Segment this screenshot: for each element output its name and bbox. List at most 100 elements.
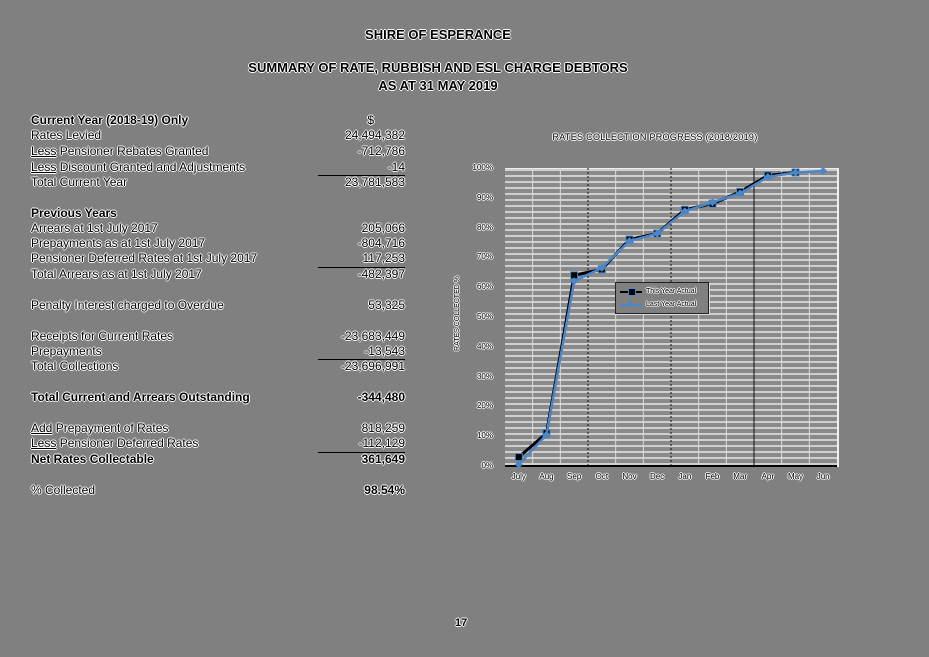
x-tick-label: Feb — [705, 472, 720, 481]
x-tick-label: Dec — [650, 472, 665, 481]
table-row-total: Total Collections -23,696,991 — [31, 359, 405, 374]
x-tick-label: Oct — [595, 472, 609, 481]
row-label: Pensioner Deferred Rates at 1st July 201… — [31, 251, 258, 265]
x-tick-label: Mar — [733, 472, 748, 481]
legend-item-last-year: Last Year Actual — [620, 299, 708, 311]
table-row: Prepayments -13,543 — [31, 344, 405, 359]
table-row: Penalty Interest charged to Overdue 53,3… — [31, 298, 405, 313]
row-label: Discount Granted and Adjustments — [56, 160, 246, 174]
previous-years-heading: Previous Years — [31, 206, 117, 220]
y-tick-label: 10% — [476, 431, 493, 441]
chart-lines — [505, 166, 837, 469]
table-row: Add Prepayment of Rates 818,259 — [31, 421, 405, 436]
row-label: Total Collections — [31, 359, 119, 373]
row-value: -13,543 — [364, 344, 405, 358]
net-rates-row: Net Rates Collectable 361,649 — [31, 452, 405, 467]
row-label: Net Rates Collectable — [31, 452, 154, 466]
report-date: AS AT 31 MAY 2019 — [378, 78, 498, 93]
row-value: 205,066 — [361, 221, 405, 235]
y-tick-label: 50% — [476, 312, 493, 321]
row-prefix: Add — [31, 421, 53, 435]
row-value: -344,480 — [357, 390, 405, 404]
x-tick-label: Jun — [816, 472, 830, 481]
collected-row: % Collected 98.54% — [31, 483, 405, 498]
y-tick-label: 40% — [476, 341, 493, 351]
subtotal-rule — [318, 452, 405, 453]
y-tick-label: 100% — [472, 163, 493, 172]
row-label: Rates Levied — [31, 128, 102, 142]
row-value: -112,129 — [358, 436, 405, 450]
current-year-heading-row: Current Year (2018-19) Only $ — [31, 113, 405, 128]
table-row-total: Total Arrears as at 1st July 2017 -482,3… — [31, 267, 405, 282]
row-value: -804,716 — [357, 236, 405, 250]
row-label: Pensioner Rebates Granted — [56, 144, 209, 158]
row-prefix: Less — [31, 160, 57, 174]
y-tick-label: 30% — [476, 371, 493, 381]
y-tick-label: 60% — [476, 282, 493, 292]
row-label: Total Current Year — [31, 175, 128, 189]
table-row: Pensioner Deferred Rates at 1st July 201… — [31, 251, 405, 266]
row-label: Prepayments — [31, 344, 102, 358]
row-label: Prepayments as at 1st July 2017 — [31, 236, 206, 250]
row-label: Receipts for Current Rates — [31, 329, 174, 343]
row-value: 361,649 — [361, 452, 405, 466]
row-label: Prepayment of Rates — [52, 421, 169, 435]
row-value: -712,786 — [357, 144, 405, 158]
current-year-heading: Current Year (2018-19) Only — [31, 113, 189, 127]
page-number: 17 — [455, 617, 468, 629]
row-value: -14 — [387, 160, 405, 174]
subtotal-rule — [318, 267, 405, 268]
row-value: 53,325 — [368, 298, 405, 312]
row-value: -23,683,449 — [340, 329, 405, 343]
table-row: Less Pensioner Deferred Rates -112,129 — [31, 436, 405, 451]
y-tick-label: 90% — [476, 192, 493, 202]
y-tick-label: 0% — [481, 461, 493, 470]
row-prefix: Less — [31, 436, 57, 450]
row-label: Arrears at 1st July 2017 — [31, 221, 158, 235]
row-value: -482,397 — [357, 267, 405, 281]
x-tick-label: Jan — [678, 472, 692, 481]
table-row: Arrears at 1st July 2017 205,066 — [31, 221, 405, 236]
y-tick-label: 20% — [476, 401, 493, 411]
row-label: Penalty Interest charged to Overdue — [31, 298, 224, 312]
currency-header: $ — [367, 113, 374, 127]
row-value: 818,259 — [361, 421, 405, 435]
report-title: SUMMARY OF RATE, RUBBISH AND ESL CHARGE … — [248, 60, 628, 75]
table-row: Prepayments as at 1st July 2017 -804,716 — [31, 236, 405, 251]
table-row: Rates Levied 24,494,382 — [31, 128, 405, 143]
rates-collection-chart: RATES COLLECTION PROGRESS (2018/2019) RA… — [454, 120, 855, 500]
row-label: Total Current and Arrears Outstanding — [31, 390, 250, 404]
x-tick-label: May — [787, 472, 804, 481]
row-label: Total Arrears as at 1st July 2017 — [31, 267, 202, 281]
org-name: SHIRE OF ESPERANCE — [365, 27, 511, 42]
subtotal-rule — [318, 359, 405, 360]
table-row-total: Total Current Year 23,781,583 — [31, 175, 405, 190]
row-label: % Collected — [31, 483, 96, 497]
x-tick-label: Sep — [567, 472, 582, 481]
x-tick-label: Aug — [539, 472, 554, 481]
chart-title: RATES COLLECTION PROGRESS (2018/2019) — [552, 132, 758, 142]
legend-label: This Year Actual — [646, 288, 697, 295]
row-value: 98.54% — [364, 483, 405, 497]
row-value: 23,781,583 — [344, 175, 405, 189]
row-prefix: Less — [31, 144, 57, 158]
x-tick-label: Apr — [761, 472, 775, 481]
y-tick-label: 80% — [476, 222, 493, 232]
x-tick-label: July — [511, 472, 526, 481]
x-tick-label: Nov — [622, 472, 637, 481]
chart-legend: This Year Actual Last Year Actual — [615, 282, 709, 314]
table-row: Less Discount Granted and Adjustments -1… — [31, 160, 405, 175]
row-value: 117,253 — [362, 251, 406, 265]
outstanding-row: Total Current and Arrears Outstanding -3… — [31, 390, 405, 405]
square-marker-icon — [628, 288, 636, 296]
y-tick-label: 70% — [476, 252, 493, 262]
row-value: 24,494,382 — [344, 128, 405, 142]
legend-item-this-year: This Year Actual — [620, 286, 708, 298]
row-value: -23,696,991 — [340, 359, 405, 373]
subtotal-rule — [318, 175, 405, 176]
previous-years-heading-row: Previous Years — [31, 206, 405, 221]
legend-label: Last Year Actual — [646, 301, 697, 308]
table-row: Receipts for Current Rates -23,683,449 — [31, 329, 405, 344]
table-row: Less Pensioner Rebates Granted -712,786 — [31, 144, 405, 159]
row-label: Pensioner Deferred Rates — [56, 436, 199, 450]
